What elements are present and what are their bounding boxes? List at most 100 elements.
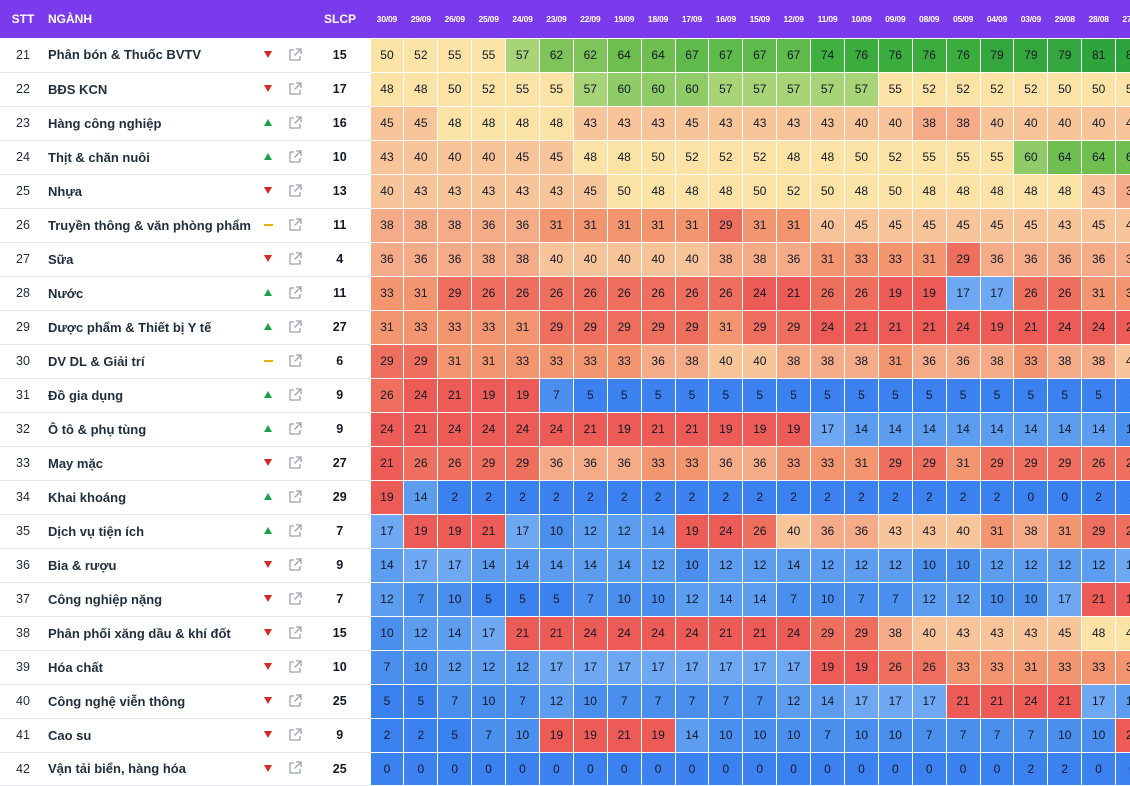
row-industry-name[interactable]: Phân bón & Thuốc BVTV xyxy=(46,38,256,73)
row-industry-name[interactable]: Nhựa xyxy=(46,174,256,209)
row-industry-name[interactable]: Nước xyxy=(46,276,256,311)
row-industry-name[interactable]: Thịt & chăn nuôi xyxy=(46,140,256,175)
external-link-icon[interactable] xyxy=(288,490,302,504)
header-date[interactable]: 17/09 xyxy=(681,13,703,24)
row-link[interactable] xyxy=(280,582,310,617)
table-row[interactable]: 33 May mặc 27 21 26 26 29 29 36 36 36 33 33 36 36 33 33 3… xyxy=(0,445,1130,481)
row-industry-name[interactable]: Hàng công nghiệp xyxy=(46,106,256,141)
row-industry-name[interactable]: Đồ gia dụng xyxy=(46,378,256,413)
table-row[interactable]: 23 Hàng công nghiệp 16 45 45 48 48 48 48 43 43 43 45… xyxy=(0,105,1130,141)
table-row[interactable]: 36 Bia & rượu 9 14 17 17 14 14 14 14 14 12 10 12 12 14 1… xyxy=(0,547,1130,583)
table-row[interactable]: 41 Cao su 9 2 2 5 7 10 19 19 21 19 14 10 10 10 7 10 10 7 7 7 7… xyxy=(0,717,1130,753)
table-row[interactable]: 30 DV DL & Giải trí 6 29 29 31 31 33 33 33 33 36 38 4… xyxy=(0,343,1130,379)
row-link[interactable] xyxy=(280,684,310,719)
header-date[interactable]: 25/09 xyxy=(478,13,499,24)
row-industry-name[interactable]: Vận tải biển, hàng hóa xyxy=(46,752,256,786)
header-date[interactable]: 15/09 xyxy=(749,13,770,24)
external-link-icon[interactable] xyxy=(288,694,302,708)
row-link[interactable] xyxy=(280,718,310,753)
table-row[interactable]: 31 Đồ gia dụng 9 26 24 21 19 19 7 5 5 5 5 5 5 5 5 5 5 5 5 5 5 5… xyxy=(0,377,1130,413)
table-row[interactable]: 26 Truyền thông & văn phòng phẩm 11 38 38 38 3… xyxy=(0,207,1130,243)
table-row[interactable]: 39 Hóa chất 10 7 10 12 12 12 17 17 17 17 17 17 17 17 19 1… xyxy=(0,649,1130,685)
header-date[interactable]: 29/08 xyxy=(1054,13,1075,24)
row-industry-name[interactable]: Truyền thông & văn phòng phẩm xyxy=(46,208,256,243)
external-link-icon[interactable] xyxy=(288,252,302,266)
external-link-icon[interactable] xyxy=(288,218,302,232)
header-date[interactable]: 05/09 xyxy=(952,13,974,24)
row-link[interactable] xyxy=(280,38,310,73)
header-date[interactable]: 24/09 xyxy=(512,13,533,24)
table-row[interactable]: 38 Phân phối xăng dầu & khí đốt 15 10 12 14 17… xyxy=(0,615,1130,651)
external-link-icon[interactable] xyxy=(288,422,302,436)
row-link[interactable] xyxy=(280,446,310,481)
row-link[interactable] xyxy=(280,480,310,515)
table-row[interactable]: 42 Vận tải biển, hàng hóa 25 0 0 0 0 0 0 0 0 0 0 0 0 0 0… xyxy=(0,751,1130,786)
header-date[interactable]: 29/09 xyxy=(410,13,431,24)
row-link[interactable] xyxy=(280,548,310,583)
table-row[interactable]: 22 BĐS KCN 17 48 48 50 52 55 55 57 60 60 60 57 57 57 57 5… xyxy=(0,71,1130,107)
header-date[interactable]: 09/09 xyxy=(885,13,906,24)
external-link-icon[interactable] xyxy=(288,184,302,198)
external-link-icon[interactable] xyxy=(288,150,302,164)
row-link[interactable] xyxy=(280,208,310,243)
external-link-icon[interactable] xyxy=(288,47,302,62)
header-date[interactable]: 03/09 xyxy=(1020,13,1041,24)
row-industry-name[interactable]: Ô tô & phụ tùng xyxy=(46,412,256,447)
header-date[interactable]: 08/09 xyxy=(919,13,940,24)
header-date[interactable]: 30/09 xyxy=(376,13,398,24)
external-link-icon[interactable] xyxy=(288,626,302,640)
table-row[interactable]: 28 Nước 11 33 31 29 26 26 26 26 26 26 26 26 24 21 26 26 19… xyxy=(0,275,1130,311)
table-row[interactable]: 37 Công nghiệp nặng 7 12 7 10 5 5 5 7 10 10 12 14 14 7 1… xyxy=(0,581,1130,617)
external-link-icon[interactable] xyxy=(288,286,302,300)
row-industry-name[interactable]: BĐS KCN xyxy=(46,72,256,107)
row-industry-name[interactable]: Hóa chất xyxy=(46,650,256,685)
external-link-icon[interactable] xyxy=(288,354,302,368)
row-industry-name[interactable]: Công nghiệp nặng xyxy=(46,582,256,617)
header-date[interactable]: 23/09 xyxy=(546,13,567,24)
row-link[interactable] xyxy=(280,106,310,141)
row-industry-name[interactable]: Phân phối xăng dầu & khí đốt xyxy=(46,616,256,651)
table-row[interactable]: 24 Thịt & chăn nuôi 10 43 40 40 40 45 45 48 48 50 52… xyxy=(0,139,1130,175)
row-industry-name[interactable]: Dịch vụ tiện ích xyxy=(46,514,256,549)
row-link[interactable] xyxy=(280,140,310,175)
header-date[interactable]: 19/09 xyxy=(614,13,635,24)
header-date[interactable]: 16/09 xyxy=(715,13,736,24)
table-row[interactable]: 21 Phân bón & Thuốc BVTV 15 50 52 55 55 57 62 62 6… xyxy=(0,37,1130,73)
header-date[interactable]: 11/09 xyxy=(817,13,838,24)
header-date[interactable]: 28/08 xyxy=(1088,13,1109,24)
header-slcp[interactable]: SLCP xyxy=(323,12,356,26)
row-industry-name[interactable]: DV DL & Giải trí xyxy=(46,344,256,379)
row-link[interactable] xyxy=(280,514,310,549)
external-link-icon[interactable] xyxy=(288,660,302,674)
external-link-icon[interactable] xyxy=(288,728,302,742)
header-date[interactable]: 27/08 xyxy=(1122,13,1130,24)
row-link[interactable] xyxy=(280,242,310,277)
row-link[interactable] xyxy=(280,344,310,379)
table-row[interactable]: 32 Ô tô & phụ tùng 9 24 21 24 24 24 24 21 19 21 21 19… xyxy=(0,411,1130,447)
external-link-icon[interactable] xyxy=(288,761,302,775)
external-link-icon[interactable] xyxy=(288,388,302,402)
row-link[interactable] xyxy=(280,616,310,651)
row-industry-name[interactable]: Cao su xyxy=(46,718,256,753)
row-link[interactable] xyxy=(280,412,310,447)
row-link[interactable] xyxy=(280,174,310,209)
row-link[interactable] xyxy=(280,276,310,311)
header-date[interactable]: 22/09 xyxy=(580,13,601,24)
header-date[interactable]: 12/09 xyxy=(783,13,804,24)
row-link[interactable] xyxy=(280,378,310,413)
external-link-icon[interactable] xyxy=(288,116,302,130)
row-industry-name[interactable]: Sữa xyxy=(46,242,256,277)
external-link-icon[interactable] xyxy=(288,592,302,606)
row-link[interactable] xyxy=(280,752,310,786)
table-row[interactable]: 29 Dược phẩm & Thiết bị Y tế 27 31 33 33 33 31 2… xyxy=(0,309,1130,345)
header-date[interactable]: 04/09 xyxy=(986,13,1008,24)
header-date[interactable]: 10/09 xyxy=(851,13,872,24)
external-link-icon[interactable] xyxy=(288,320,302,334)
header-date[interactable]: 26/09 xyxy=(444,13,465,24)
table-row[interactable]: 27 Sữa 4 36 36 36 38 38 40 40 40 40 40 38 38 36 31 33 33 31… xyxy=(0,241,1130,277)
external-link-icon[interactable] xyxy=(288,524,302,538)
row-industry-name[interactable]: Công nghệ viễn thông xyxy=(46,684,256,719)
row-link[interactable] xyxy=(280,650,310,685)
row-link[interactable] xyxy=(280,310,310,345)
